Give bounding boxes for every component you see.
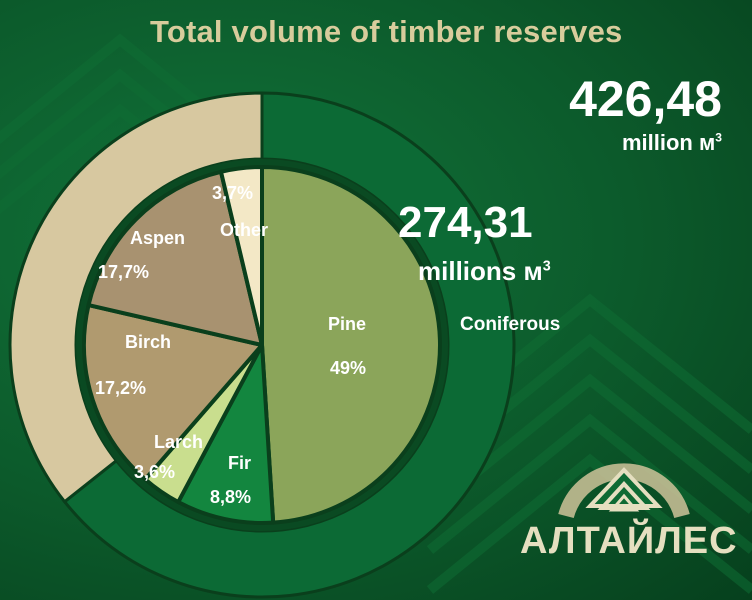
birch-name-label: Birch (125, 332, 172, 352)
other-value-label: 3,7% (212, 183, 254, 203)
logo-emblem-icon (558, 463, 690, 519)
pie-slice-other (218, 165, 264, 347)
chart-title: Total volume of timber reserves (150, 14, 623, 49)
coniferous-volume-unit: millions м3 (418, 256, 551, 287)
pie-slice-aspen (86, 169, 264, 347)
pie-slice-birch (82, 303, 264, 482)
pine-value-label: 49% (330, 358, 367, 378)
pine-name-label: Pine (328, 314, 367, 334)
total-unit-sup: 3 (715, 130, 722, 145)
total-volume-value: 426,48 (569, 71, 722, 127)
other-name-label: Other (220, 220, 269, 240)
logo-wordmark: АЛТАЙЛЕС (520, 520, 738, 562)
pie-slice-pine (260, 165, 442, 525)
coniferous-volume-value: 274,31 (398, 198, 533, 247)
coniferous-unit-sup: 3 (542, 258, 551, 275)
fir-value-label: 8,8% (210, 487, 252, 507)
fir-name-label: Fir (228, 453, 252, 473)
birch-value-label: 17,2% (95, 378, 147, 398)
total-unit-text: million м (621, 130, 716, 155)
larch-value-label: 3,6% (134, 462, 176, 482)
coniferous-label: Coniferous (460, 314, 561, 335)
larch-name-label: Larch (154, 432, 204, 452)
aspen-name-label: Aspen (130, 228, 186, 248)
coniferous-unit-text: millions м (418, 256, 543, 286)
total-volume-unit: million м3 (622, 130, 722, 156)
aspen-value-label: 17,7% (98, 262, 150, 282)
